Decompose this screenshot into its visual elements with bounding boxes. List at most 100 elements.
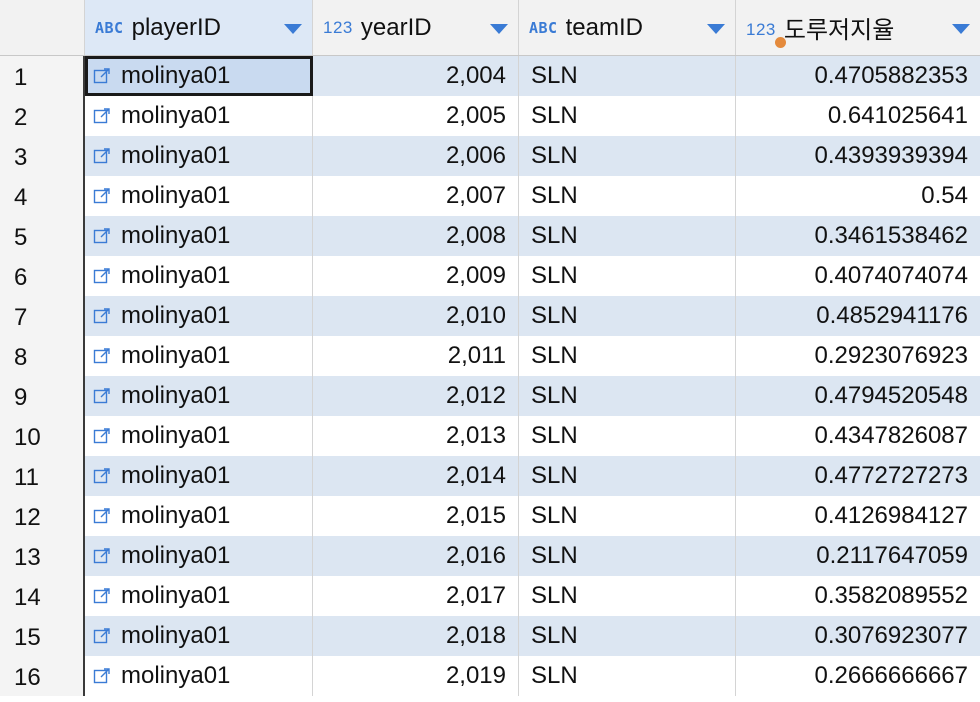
table-row[interactable]: 6 molinya01 2,009 SLN 0.4074074074 [0, 256, 980, 296]
cell-playerid[interactable]: molinya01 [85, 56, 313, 96]
row-number[interactable]: 2 [0, 96, 85, 136]
cell-playerid[interactable]: molinya01 [85, 616, 313, 656]
table-row[interactable]: 15 molinya01 2,018 SLN 0.3076923077 [0, 616, 980, 656]
cell-yearid[interactable]: 2,010 [313, 296, 519, 336]
cell-rate[interactable]: 0.4393939394 [736, 136, 980, 176]
cell-playerid[interactable]: molinya01 [85, 656, 313, 696]
cell-yearid[interactable]: 2,018 [313, 616, 519, 656]
cell-rate[interactable]: 0.4772727273 [736, 456, 980, 496]
cell-playerid[interactable]: molinya01 [85, 136, 313, 176]
open-link-icon[interactable] [93, 187, 111, 205]
cell-rate[interactable]: 0.4794520548 [736, 376, 980, 416]
cell-yearid[interactable]: 2,006 [313, 136, 519, 176]
row-number[interactable]: 15 [0, 616, 85, 656]
cell-rate[interactable]: 0.3461538462 [736, 216, 980, 256]
cell-yearid[interactable]: 2,009 [313, 256, 519, 296]
table-row[interactable]: 12 molinya01 2,015 SLN 0.4126984127 [0, 496, 980, 536]
table-row[interactable]: 5 molinya01 2,008 SLN 0.3461538462 [0, 216, 980, 256]
cell-teamid[interactable]: SLN [519, 216, 736, 256]
cell-yearid[interactable]: 2,014 [313, 456, 519, 496]
cell-playerid[interactable]: molinya01 [85, 496, 313, 536]
row-number[interactable]: 4 [0, 176, 85, 216]
open-link-icon[interactable] [93, 307, 111, 325]
open-link-icon[interactable] [93, 67, 111, 85]
open-link-icon[interactable] [93, 387, 111, 405]
chevron-down-icon[interactable] [707, 23, 725, 34]
table-row[interactable]: 16 molinya01 2,019 SLN 0.2666666667 [0, 656, 980, 696]
cell-rate[interactable]: 0.4347826087 [736, 416, 980, 456]
open-link-icon[interactable] [93, 627, 111, 645]
cell-yearid[interactable]: 2,016 [313, 536, 519, 576]
row-number-header[interactable] [0, 0, 85, 55]
table-row[interactable]: 11 molinya01 2,014 SLN 0.4772727273 [0, 456, 980, 496]
cell-playerid[interactable]: molinya01 [85, 416, 313, 456]
open-link-icon[interactable] [93, 227, 111, 245]
open-link-icon[interactable] [93, 427, 111, 445]
table-row[interactable]: 10 molinya01 2,013 SLN 0.4347826087 [0, 416, 980, 456]
cell-teamid[interactable]: SLN [519, 56, 736, 96]
cell-playerid[interactable]: molinya01 [85, 296, 313, 336]
row-number[interactable]: 6 [0, 256, 85, 296]
cell-yearid[interactable]: 2,015 [313, 496, 519, 536]
column-header-playerid[interactable]: ABC playerID [85, 0, 313, 55]
row-number[interactable]: 10 [0, 416, 85, 456]
cell-rate[interactable]: 0.641025641 [736, 96, 980, 136]
cell-playerid[interactable]: molinya01 [85, 536, 313, 576]
cell-rate[interactable]: 0.54 [736, 176, 980, 216]
cell-yearid[interactable]: 2,011 [313, 336, 519, 376]
column-header-yearid[interactable]: 123 yearID [313, 0, 519, 55]
cell-teamid[interactable]: SLN [519, 496, 736, 536]
cell-teamid[interactable]: SLN [519, 96, 736, 136]
cell-teamid[interactable]: SLN [519, 336, 736, 376]
cell-playerid[interactable]: molinya01 [85, 96, 313, 136]
open-link-icon[interactable] [93, 147, 111, 165]
table-row[interactable]: 2 molinya01 2,005 SLN 0.641025641 [0, 96, 980, 136]
cell-teamid[interactable]: SLN [519, 576, 736, 616]
cell-rate[interactable]: 0.2117647059 [736, 536, 980, 576]
cell-teamid[interactable]: SLN [519, 256, 736, 296]
open-link-icon[interactable] [93, 467, 111, 485]
cell-rate[interactable]: 0.4852941176 [736, 296, 980, 336]
table-row[interactable]: 14 molinya01 2,017 SLN 0.3582089552 [0, 576, 980, 616]
open-link-icon[interactable] [93, 667, 111, 685]
cell-rate[interactable]: 0.3582089552 [736, 576, 980, 616]
row-number[interactable]: 5 [0, 216, 85, 256]
open-link-icon[interactable] [93, 547, 111, 565]
cell-playerid[interactable]: molinya01 [85, 256, 313, 296]
cell-rate[interactable]: 0.2666666667 [736, 656, 980, 696]
column-header-teamid[interactable]: ABC teamID [519, 0, 736, 55]
cell-yearid[interactable]: 2,008 [313, 216, 519, 256]
table-row[interactable]: 7 molinya01 2,010 SLN 0.4852941176 [0, 296, 980, 336]
row-number[interactable]: 11 [0, 456, 85, 496]
cell-rate[interactable]: 0.2923076923 [736, 336, 980, 376]
table-row[interactable]: 8 molinya01 2,011 SLN 0.2923076923 [0, 336, 980, 376]
cell-teamid[interactable]: SLN [519, 656, 736, 696]
cell-teamid[interactable]: SLN [519, 136, 736, 176]
row-number[interactable]: 16 [0, 656, 85, 696]
open-link-icon[interactable] [93, 347, 111, 365]
open-link-icon[interactable] [93, 267, 111, 285]
row-number[interactable]: 1 [0, 56, 85, 96]
cell-playerid[interactable]: molinya01 [85, 176, 313, 216]
row-number[interactable]: 13 [0, 536, 85, 576]
cell-teamid[interactable]: SLN [519, 416, 736, 456]
row-number[interactable]: 12 [0, 496, 85, 536]
row-number[interactable]: 9 [0, 376, 85, 416]
column-header-rate[interactable]: 123 도루저지율 [736, 0, 980, 55]
cell-rate[interactable]: 0.4074074074 [736, 256, 980, 296]
row-number[interactable]: 3 [0, 136, 85, 176]
cell-yearid[interactable]: 2,017 [313, 576, 519, 616]
cell-playerid[interactable]: molinya01 [85, 336, 313, 376]
table-row[interactable]: 9 molinya01 2,012 SLN 0.4794520548 [0, 376, 980, 416]
open-link-icon[interactable] [93, 587, 111, 605]
cell-playerid[interactable]: molinya01 [85, 576, 313, 616]
table-row[interactable]: 4 molinya01 2,007 SLN 0.54 [0, 176, 980, 216]
row-number[interactable]: 7 [0, 296, 85, 336]
cell-teamid[interactable]: SLN [519, 176, 736, 216]
cell-yearid[interactable]: 2,012 [313, 376, 519, 416]
cell-teamid[interactable]: SLN [519, 376, 736, 416]
chevron-down-icon[interactable] [490, 23, 508, 34]
table-row[interactable]: 1 molinya01 2,004 SLN 0.4705882353 [0, 56, 980, 96]
cell-teamid[interactable]: SLN [519, 456, 736, 496]
cell-yearid[interactable]: 2,019 [313, 656, 519, 696]
